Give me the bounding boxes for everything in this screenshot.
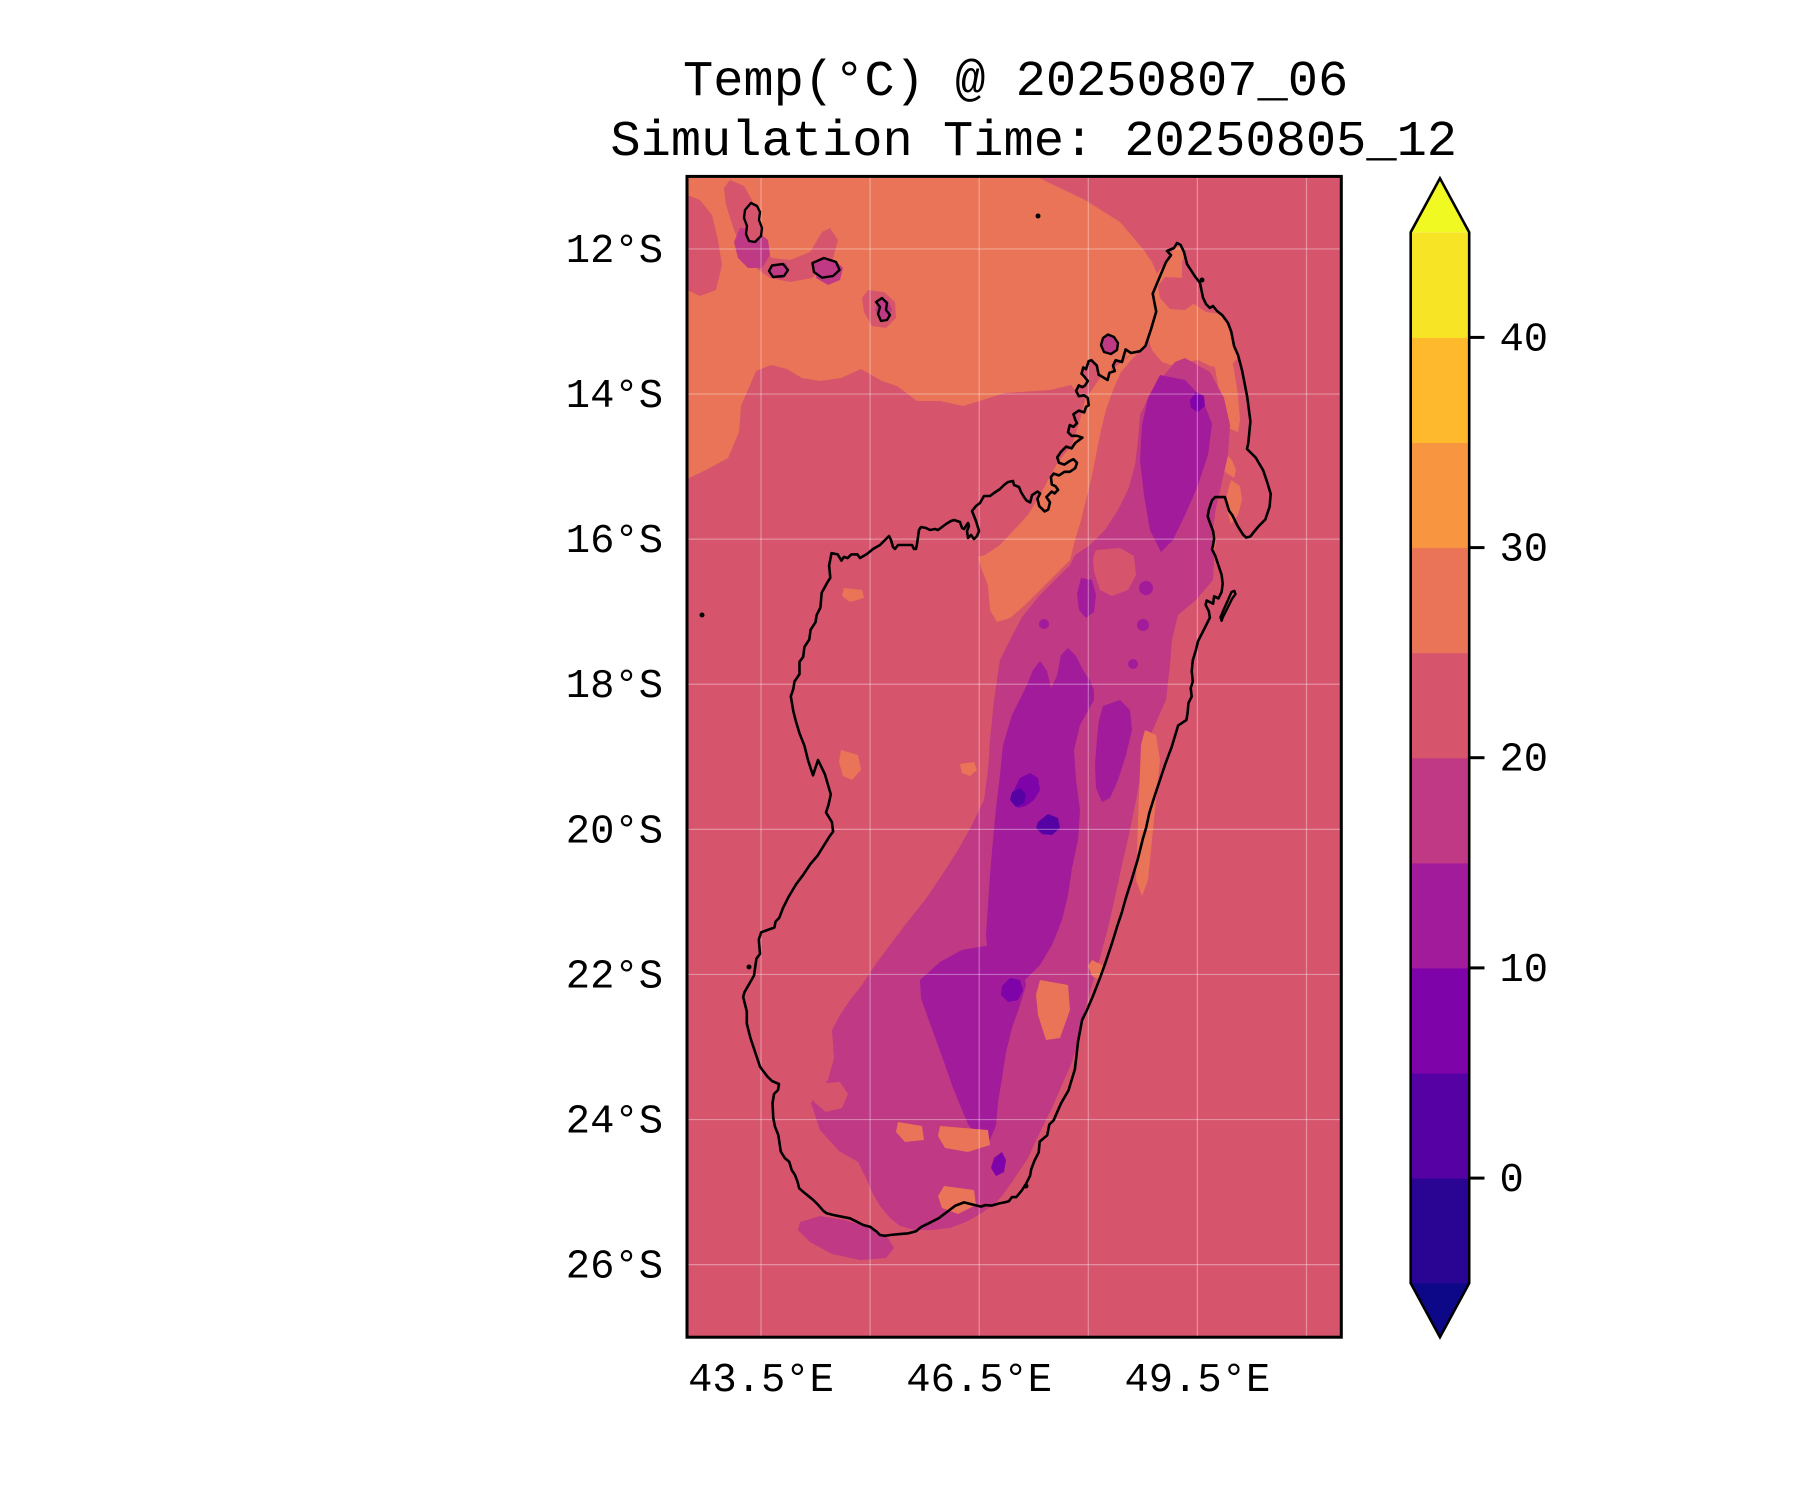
svg-text:0: 0 [1500,1158,1524,1204]
svg-text:26°S: 26°S [566,1245,663,1291]
svg-text:20: 20 [1500,738,1549,784]
svg-text:43.5°E: 43.5°E [688,1358,834,1404]
svg-text:22°S: 22°S [566,955,663,1001]
svg-text:40: 40 [1500,317,1549,363]
svg-text:49.5°E: 49.5°E [1124,1358,1270,1404]
svg-text:Simulation Time: 20250805_12: Simulation Time: 20250805_12 [610,114,1457,171]
svg-text:20°S: 20°S [566,809,663,855]
svg-text:18°S: 18°S [566,664,663,710]
svg-text:46.5°E: 46.5°E [906,1358,1052,1404]
svg-text:Temp(°C) @ 20250807_06: Temp(°C) @ 20250807_06 [683,54,1348,111]
svg-text:10: 10 [1500,948,1549,994]
svg-text:24°S: 24°S [566,1100,663,1146]
svg-text:16°S: 16°S [566,519,663,565]
svg-text:30: 30 [1500,528,1549,574]
svg-text:12°S: 12°S [566,229,663,275]
svg-text:14°S: 14°S [566,374,663,420]
